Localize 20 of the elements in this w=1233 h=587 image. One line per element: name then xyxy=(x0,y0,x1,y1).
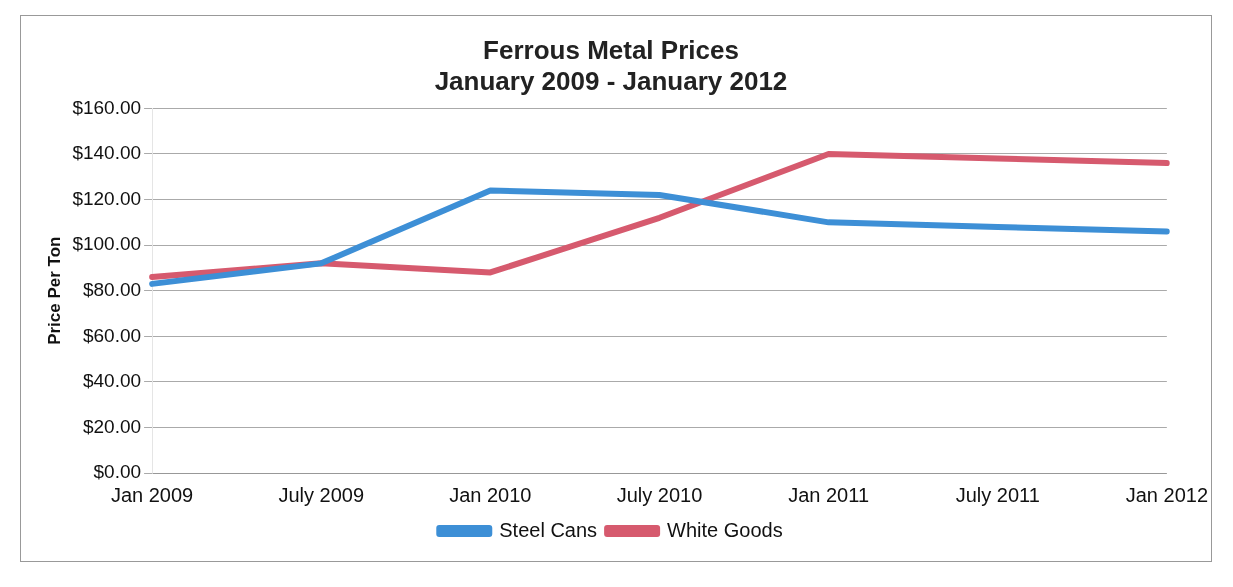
legend-label: Steel Cans xyxy=(499,518,598,541)
x-tick-label: July 2011 xyxy=(955,483,1040,506)
y-tick-label: $100.00 xyxy=(72,233,142,255)
chart-title: Ferrous Metal Prices January 2009 - January 2012 xyxy=(434,34,788,96)
y-axis-title: Price Per Ton xyxy=(44,236,64,345)
y-tick-label: $80.00 xyxy=(82,278,142,300)
legend-label: White Goods xyxy=(667,518,783,541)
x-tick-label: Jan 2010 xyxy=(449,483,532,506)
y-tick-label: $120.00 xyxy=(72,187,142,209)
x-tick-label: July 2009 xyxy=(278,483,365,506)
y-tick-label: $0.00 xyxy=(93,461,142,483)
x-tick-label: Jan 2012 xyxy=(1125,483,1208,506)
y-tick-label: $160.00 xyxy=(72,96,142,118)
x-tick-label: July 2010 xyxy=(616,483,703,506)
x-tick-label: Jan 2009 xyxy=(110,483,194,506)
y-tick-label: $20.00 xyxy=(82,415,142,437)
y-tick-label: $60.00 xyxy=(82,324,142,346)
y-tick-label: $140.00 xyxy=(72,142,142,164)
y-tick-label: $40.00 xyxy=(82,370,142,392)
x-tick-label: Jan 2011 xyxy=(788,483,869,506)
